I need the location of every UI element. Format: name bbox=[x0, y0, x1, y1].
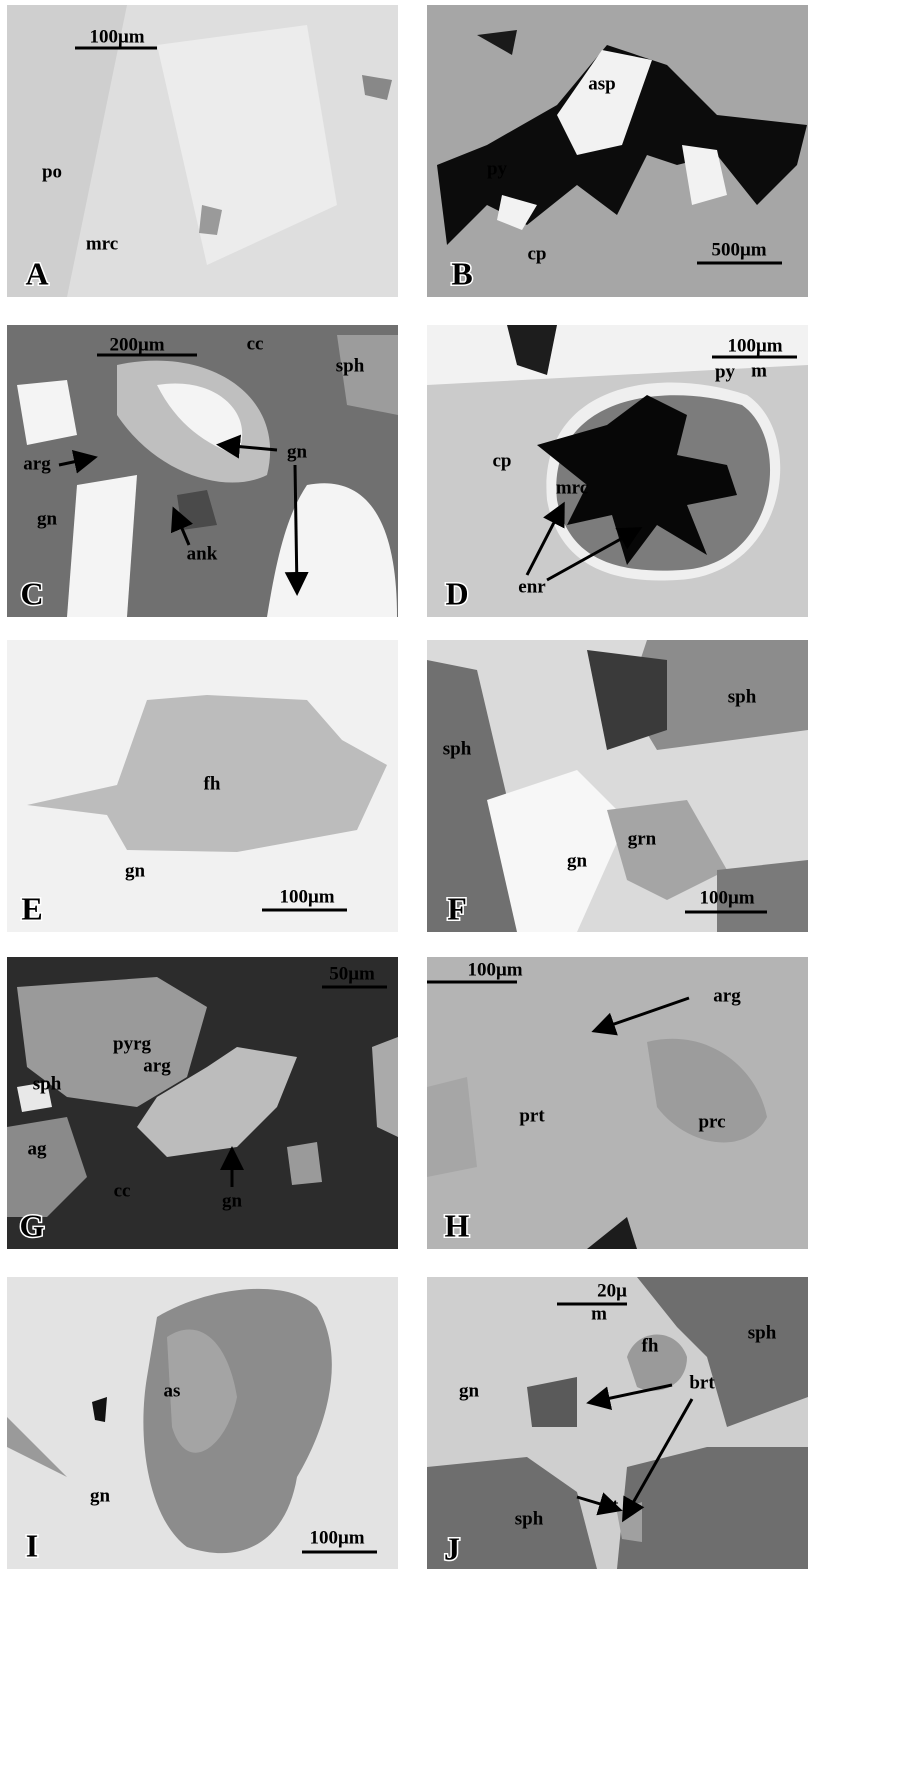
mineral-label: sph bbox=[336, 355, 365, 376]
micrograph bbox=[7, 1277, 398, 1569]
mineral-label: gn bbox=[37, 508, 58, 529]
scale-label: 100μm bbox=[699, 887, 754, 908]
panel: 500μm asp py cp B bbox=[427, 5, 808, 297]
mineral-label: enr bbox=[518, 576, 546, 597]
micrograph bbox=[427, 957, 808, 1249]
mineral-label: sph bbox=[748, 1322, 777, 1343]
panel: 100μm fh gn E bbox=[7, 640, 398, 932]
panel: 50μm pyrgarg sph ag cc gn G bbox=[7, 957, 398, 1249]
panel-letter: C bbox=[20, 575, 43, 611]
scale-label: 20μ bbox=[597, 1280, 627, 1301]
mineral-label: sph bbox=[728, 686, 757, 707]
mineral-label: asp bbox=[588, 73, 615, 94]
panel-letter: G bbox=[20, 1207, 45, 1243]
grain bbox=[17, 380, 77, 445]
scale-label: 200μm bbox=[109, 334, 164, 355]
panel-letter: H bbox=[445, 1207, 470, 1243]
panel: 100μm arg prt prc H bbox=[427, 957, 808, 1249]
mineral-label: sph bbox=[443, 738, 472, 759]
panel: 100μm po mrc A bbox=[7, 5, 398, 297]
scale-label: 100μm bbox=[279, 886, 334, 907]
grain bbox=[617, 1447, 808, 1569]
mineral-label: brt bbox=[689, 1372, 715, 1393]
mineral-label: prc bbox=[698, 1111, 725, 1132]
mineral-label: cp bbox=[493, 450, 512, 471]
mineral-label: sph bbox=[515, 1508, 544, 1529]
mineral-label: cc bbox=[114, 1180, 131, 1201]
mineral-label: arg bbox=[713, 985, 741, 1006]
panel-letter: B bbox=[451, 255, 472, 291]
panel-letter: J bbox=[444, 1530, 460, 1566]
mineral-label: as bbox=[164, 1380, 181, 1401]
mineral-label: cc bbox=[247, 333, 264, 354]
mineral-label: prt bbox=[519, 1105, 545, 1126]
scale-label-extra: m bbox=[591, 1303, 607, 1324]
mineral-label: cp bbox=[528, 243, 547, 264]
mineral-label: py bbox=[487, 158, 508, 179]
mineral-label: gn bbox=[567, 850, 588, 871]
figure: 100μm po mrc A 500μm asp py cp B 200μm cc sph arg gn g… bbox=[0, 0, 915, 1773]
panel: 200μm cc sph arg gn gn ank C bbox=[7, 325, 398, 617]
mineral-label: gn bbox=[222, 1190, 243, 1211]
mineral-label: fh bbox=[642, 1335, 659, 1356]
scale-label: 500μm bbox=[711, 239, 766, 260]
micrograph bbox=[7, 640, 398, 932]
micrograph bbox=[427, 1277, 808, 1569]
panel-letter: I bbox=[26, 1527, 38, 1563]
micrograph bbox=[7, 957, 398, 1249]
mineral-label: pyrg bbox=[113, 1033, 152, 1054]
mineral-label: tt bbox=[606, 1495, 619, 1516]
mineral-label: mrc bbox=[86, 233, 118, 254]
mineral-label: sph bbox=[33, 1073, 62, 1094]
mineral-label: ag bbox=[28, 1138, 48, 1159]
scale-label-extra: m bbox=[751, 360, 767, 381]
arrow bbox=[295, 465, 297, 590]
scale-label: 100μm bbox=[727, 335, 782, 356]
mineral-label: grn bbox=[628, 828, 657, 849]
mineral-label: arg bbox=[23, 453, 51, 474]
mineral-label: py bbox=[715, 361, 736, 382]
scale-label: 100μm bbox=[309, 1527, 364, 1548]
mineral-label: gn bbox=[459, 1380, 480, 1401]
mineral-label: arg bbox=[143, 1055, 171, 1076]
mineral-label: po bbox=[42, 161, 62, 182]
scale-label: 100μm bbox=[89, 26, 144, 47]
panel-letter: E bbox=[21, 890, 42, 926]
panel-letter: F bbox=[447, 890, 467, 926]
panel: 100μm mpy cp mrc enr D bbox=[427, 325, 808, 617]
micrograph bbox=[7, 5, 398, 297]
mineral-label: fh bbox=[204, 773, 221, 794]
panel-letter: A bbox=[25, 255, 48, 291]
panel-letter: D bbox=[445, 575, 468, 611]
mineral-label: gn bbox=[125, 860, 146, 881]
mineral-label: mrc bbox=[556, 477, 588, 498]
grain bbox=[287, 1142, 322, 1185]
mineral-label: gn bbox=[287, 441, 308, 462]
mineral-label: gn bbox=[90, 1485, 111, 1506]
mineral-label: ank bbox=[187, 543, 218, 564]
scale-label: 50μm bbox=[329, 963, 375, 984]
panel: 100μm sph sph grn gn F bbox=[427, 640, 808, 932]
panel: 100μm as gn I bbox=[7, 1277, 398, 1569]
grain bbox=[67, 475, 137, 617]
scale-label: 100μm bbox=[467, 959, 522, 980]
